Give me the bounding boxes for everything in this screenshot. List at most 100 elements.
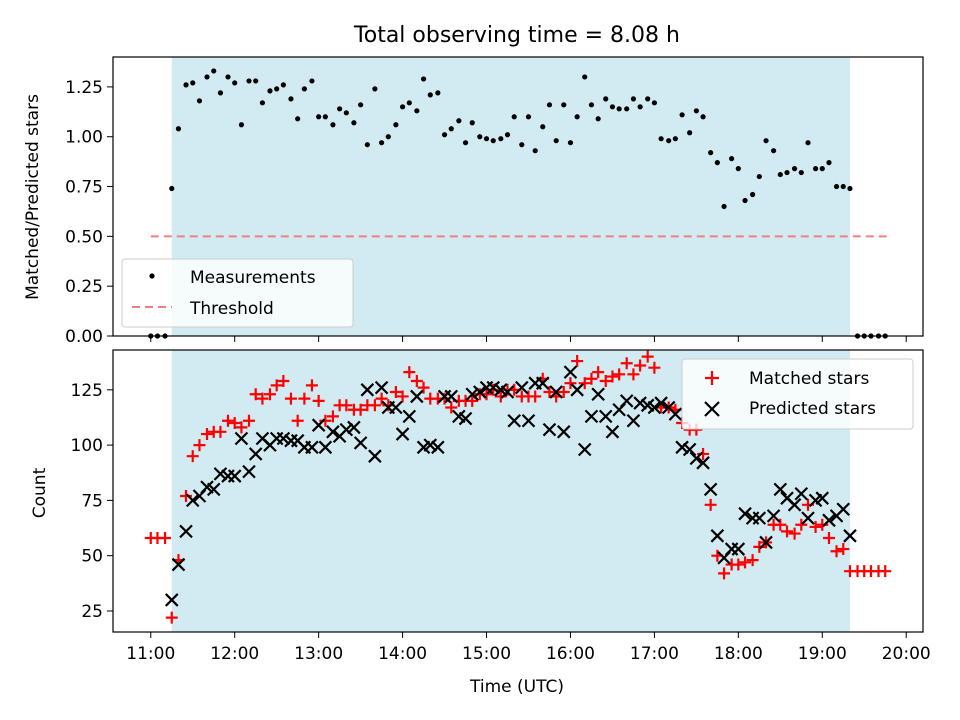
measurement-point [645,96,651,102]
measurement-point [791,166,798,172]
measurement-point [399,104,406,110]
measurement-point [721,203,727,210]
predicted-star-point [584,409,599,424]
legend-matched-marker [705,371,719,385]
measurement-point [301,86,307,92]
matched-star-point [368,399,381,412]
measurement-point [267,88,273,94]
matched-star-point [270,379,283,392]
matched-star-point [627,368,640,381]
matched-star-point [221,414,234,427]
measurement-point [561,102,567,108]
measurement-point [211,68,217,74]
measurement-point [288,96,294,102]
matched-star-point [396,390,409,403]
top-marks [148,68,890,339]
matched-star-point [816,518,829,531]
measurement-point [679,112,685,118]
predicted-star-point [815,491,830,505]
measurement-point [777,171,783,178]
matched-star-point [578,377,591,390]
matched-star-point [753,540,766,553]
predicted-star-point [206,482,221,497]
predicted-star-point [360,383,375,397]
bottom-legend: Matched stars Predicted stars [681,358,914,430]
bottom-y-axis-label: Count [30,467,50,518]
matched-star-point [571,355,584,368]
measurement-point [714,160,720,166]
predicted-star-point [276,431,291,446]
predicted-star-point [843,529,857,543]
measurement-point [666,138,672,144]
predicted-star-point [486,380,501,395]
matched-star-point [235,421,248,434]
measurement-point [309,78,315,84]
bottom-y-tick-label: 125 [71,381,103,401]
matched-star-point [159,532,172,544]
matched-star-point [704,498,717,511]
measurement-point [658,136,664,142]
matched-star-point [291,414,304,427]
predicted-star-point [227,469,242,483]
measurement-point [700,114,706,120]
top-y-tick-label: 0.00 [65,327,103,347]
measurement-point [519,142,525,148]
measurement-point [372,86,378,92]
legend-threshold-label: Threshold [189,299,274,319]
measurement-point [847,185,853,192]
measurement-point [833,183,840,190]
measurement-point [469,120,475,126]
measurement-point [498,136,504,142]
predicted-star-point [626,413,641,428]
chart-title: Total observing time = 8.08 h [353,23,680,48]
matched-star-point [774,518,787,531]
measurement-point [687,130,693,136]
predicted-star-point [368,449,382,463]
measurement-point [840,183,846,190]
matched-star-point [795,518,808,531]
x-tick-label: 18:00 [714,644,763,664]
matched-star-point [529,390,542,403]
predicted-star-point [766,509,781,523]
measurement-point [379,140,385,146]
measurement-point [316,114,322,120]
measurement-point [414,108,420,114]
measurement-point [385,134,391,140]
predicted-star-point [164,593,179,607]
measurement-point [609,104,616,110]
bottom-legend-box [681,358,914,430]
measurement-point [322,114,328,120]
matched-star-point [214,425,227,438]
measurement-point [763,138,769,144]
matched-star-point [319,414,332,427]
predicted-star-point [311,418,326,432]
top-y-axis-label: Matched/Predicted stars [23,94,43,300]
predicted-star-point [668,407,683,421]
predicted-star-point [731,542,746,556]
predicted-star-point [521,413,536,428]
measurement-point [588,102,595,108]
predicted-star-point [836,502,851,517]
predicted-star-point [171,557,186,572]
predicted-star-point [431,440,445,455]
measurement-point [750,191,756,198]
top-panel: 0.00 0.25 0.50 0.75 1.00 1.25 Matched/Predict… [23,56,924,347]
measurement-point [427,92,433,98]
top-y-tick-label: 0.75 [65,178,103,198]
matched-star-point [606,370,619,383]
predicted-star-point [619,394,634,408]
predicted-star-point [465,387,480,402]
matched-star-point [599,374,612,387]
measurement-point [456,118,462,124]
x-tick-label: 13:00 [294,644,343,664]
measurement-point [637,104,643,110]
predicted-star-point [444,389,459,404]
matched-star-point [585,372,598,385]
predicted-star-point [339,422,354,437]
predicted-star-point [647,400,662,415]
measurement-point [196,98,203,104]
predicted-star-point [185,493,200,508]
bottom-panel: 25 50 75 100 125 11:00 12:00 13:00 14:00 15:00 16:… [30,349,931,697]
x-tick-label: 20:00 [882,644,931,664]
